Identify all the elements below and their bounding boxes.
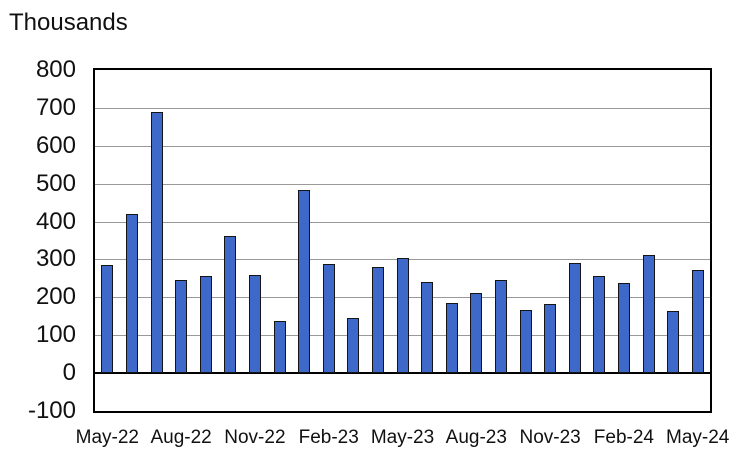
bar <box>248 274 261 374</box>
x-axis-tick-label: Aug-23 <box>445 427 507 448</box>
gridline <box>95 107 710 109</box>
bar <box>175 280 188 374</box>
bar <box>544 303 557 374</box>
bar <box>642 255 655 374</box>
bar <box>322 264 335 374</box>
bar <box>125 213 138 374</box>
x-axis-tick-label: Feb-23 <box>298 427 359 448</box>
bar <box>273 321 286 374</box>
y-axis-tick-label: 700 <box>35 93 76 121</box>
y-axis-tick-label: 600 <box>35 131 76 159</box>
bar <box>691 270 704 374</box>
y-axis-tick-label: 0 <box>62 359 76 387</box>
bar <box>347 317 360 374</box>
bar <box>617 283 630 374</box>
x-axis-tick-label: May-22 <box>75 427 139 448</box>
x-axis-tick-label: May-24 <box>666 427 730 448</box>
x-axis-tick-label: May-23 <box>370 427 435 448</box>
x-axis-tick-label: Nov-22 <box>224 427 286 448</box>
x-axis-tick-label: Aug-22 <box>150 427 212 448</box>
y-axis-tick-label: 400 <box>35 207 76 235</box>
y-axis-tick-label: 100 <box>35 321 76 349</box>
bar <box>224 235 237 374</box>
x-axis-tick-label: Nov-23 <box>519 427 581 448</box>
y-axis-tick-label: 200 <box>35 283 76 311</box>
bar <box>667 310 680 374</box>
bar <box>298 190 311 374</box>
gridline <box>95 221 710 223</box>
x-axis-tick-label: Feb-24 <box>593 427 654 448</box>
bar <box>593 275 606 374</box>
bar <box>519 310 532 374</box>
bar <box>494 279 507 374</box>
bar <box>101 265 114 374</box>
gridline <box>95 145 710 147</box>
zero-axis-line <box>95 372 710 375</box>
y-axis-tick-label: -100 <box>27 397 76 424</box>
bar <box>568 263 581 374</box>
y-axis-tick-label: 800 <box>35 56 76 83</box>
bar <box>371 267 384 374</box>
y-axis-tick-label: 500 <box>35 169 76 197</box>
plot-area <box>93 68 712 413</box>
bar <box>470 293 483 374</box>
y-axis-tick-label: 300 <box>35 245 76 273</box>
bar <box>199 276 212 374</box>
axis-units-label: Thousands <box>9 9 128 36</box>
bar <box>421 282 434 374</box>
gridline <box>95 183 710 185</box>
bar <box>150 111 163 374</box>
bar <box>396 257 409 374</box>
bar <box>445 303 458 374</box>
